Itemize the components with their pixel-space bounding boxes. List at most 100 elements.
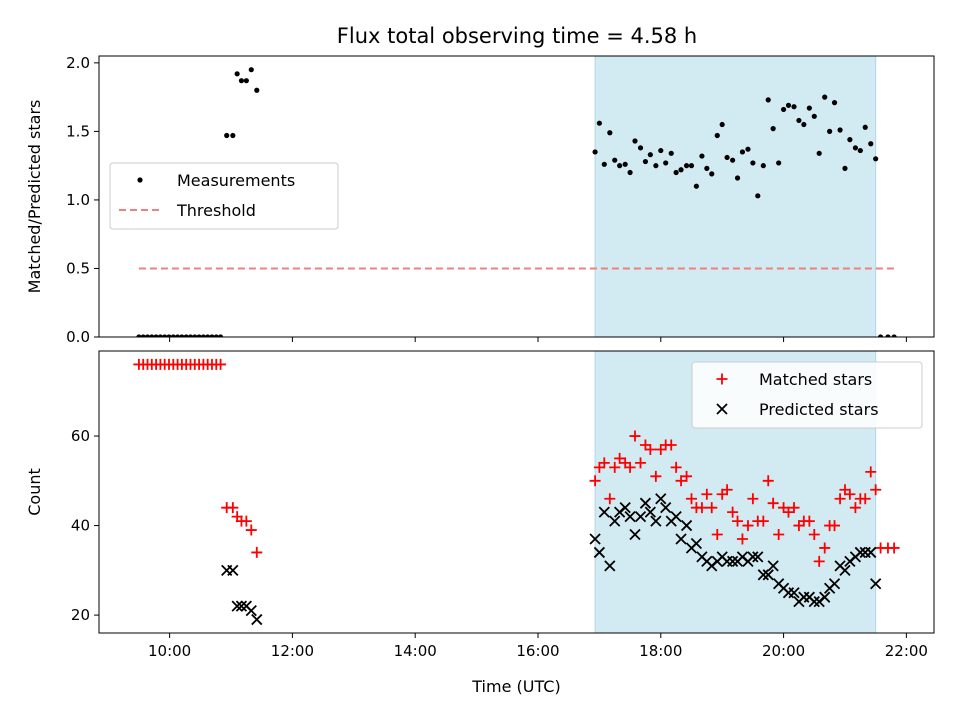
- data-point: [852, 145, 859, 151]
- legend-box: [691, 361, 923, 429]
- data-point: [747, 493, 759, 505]
- data-point: [187, 334, 194, 337]
- data-point: [624, 461, 636, 473]
- data-point: [736, 533, 748, 545]
- data-point: [627, 169, 633, 176]
- data-point: [663, 160, 669, 166]
- data-point: [724, 154, 730, 161]
- data-point: [639, 497, 652, 509]
- data-point: [727, 506, 739, 518]
- data-point: [699, 153, 705, 159]
- data-point: [245, 604, 257, 617]
- data-point: [773, 529, 785, 541]
- data-point: [670, 461, 682, 473]
- data-point: [829, 520, 841, 532]
- data-point: [726, 555, 739, 568]
- data-point: [865, 466, 877, 478]
- data-point: [243, 78, 249, 84]
- data-point: [612, 157, 618, 163]
- data-point: [827, 128, 833, 134]
- data-point: [224, 132, 230, 139]
- data-point: [650, 515, 662, 527]
- y-axis-label: Matched/Predicted stars: [25, 100, 44, 294]
- data-point: [598, 457, 610, 469]
- observing-span: [594, 56, 877, 337]
- data-point: [837, 127, 843, 133]
- data-point: [696, 502, 708, 514]
- data-point: [629, 430, 641, 442]
- data-point: [877, 334, 884, 337]
- data-point: [757, 515, 769, 527]
- top-panel: 0.0 0.5 1.0 1.5 2.0 Matched/Predicted stars Me…: [25, 54, 935, 346]
- data-point: [688, 163, 695, 169]
- data-point: [593, 546, 606, 559]
- data-point: [704, 165, 710, 171]
- data-point: [739, 149, 746, 155]
- data-point: [788, 587, 800, 599]
- data-point: [149, 334, 155, 337]
- data-point: [629, 528, 641, 541]
- data-point: [757, 569, 769, 581]
- data-point: [227, 502, 239, 514]
- data-point: [604, 560, 616, 572]
- y-tick-label: 1.5: [66, 122, 90, 140]
- data-point: [849, 502, 861, 514]
- data-point: [750, 160, 756, 166]
- data-point: [755, 193, 761, 199]
- data-point: [690, 537, 703, 550]
- data-point: [762, 475, 774, 487]
- data-point: [598, 506, 610, 518]
- data-point: [888, 542, 900, 554]
- data-point: [609, 461, 621, 473]
- legend-marker: [716, 403, 728, 415]
- data-point: [857, 147, 863, 154]
- y-tick-label: 1.0: [66, 191, 90, 209]
- data-point: [238, 78, 245, 84]
- data-point: [144, 334, 151, 337]
- x-tick-label: 12:00: [271, 642, 314, 660]
- data-point: [865, 546, 877, 559]
- data-point: [834, 493, 846, 505]
- data-point: [870, 484, 882, 496]
- y-tick-label: 60: [71, 427, 90, 445]
- data-point: [234, 71, 240, 77]
- x-tick-label: 16:00: [516, 642, 559, 660]
- data-point: [604, 493, 616, 505]
- data-point: [668, 150, 674, 156]
- data-point: [592, 149, 598, 155]
- data-point: [839, 564, 851, 576]
- data-point: [660, 502, 672, 514]
- data-point: [614, 452, 626, 464]
- data-point: [806, 105, 812, 111]
- y-tick-label: 0.5: [66, 259, 90, 277]
- data-point: [801, 121, 807, 128]
- data-point: [170, 334, 176, 337]
- data-point: [685, 493, 697, 505]
- plot-area: [136, 56, 897, 337]
- x-axis-label: Time (UTC): [471, 677, 560, 696]
- data-point: [153, 334, 159, 337]
- data-point: [589, 533, 601, 545]
- data-point: [227, 564, 239, 576]
- data-point: [734, 175, 741, 181]
- x-tick-label: 20:00: [762, 642, 805, 660]
- data-point: [192, 334, 198, 337]
- series-measurements: [136, 67, 897, 337]
- series-predicted-stars: [221, 493, 882, 626]
- data-point: [235, 600, 248, 612]
- data-point: [796, 117, 802, 124]
- data-point: [136, 334, 142, 337]
- data-point: [747, 551, 759, 563]
- data-point: [732, 515, 744, 527]
- legend-item: Matched stars: [716, 370, 872, 389]
- data-point: [200, 334, 206, 337]
- legend-marker: [716, 373, 728, 385]
- data-point: [767, 560, 779, 572]
- data-point: [822, 94, 828, 100]
- data-point: [665, 439, 677, 451]
- data-point: [213, 334, 219, 337]
- series-matched-stars: [133, 358, 900, 567]
- legend-item: Threshold: [119, 201, 256, 220]
- data-point: [209, 334, 215, 337]
- data-point: [770, 126, 776, 132]
